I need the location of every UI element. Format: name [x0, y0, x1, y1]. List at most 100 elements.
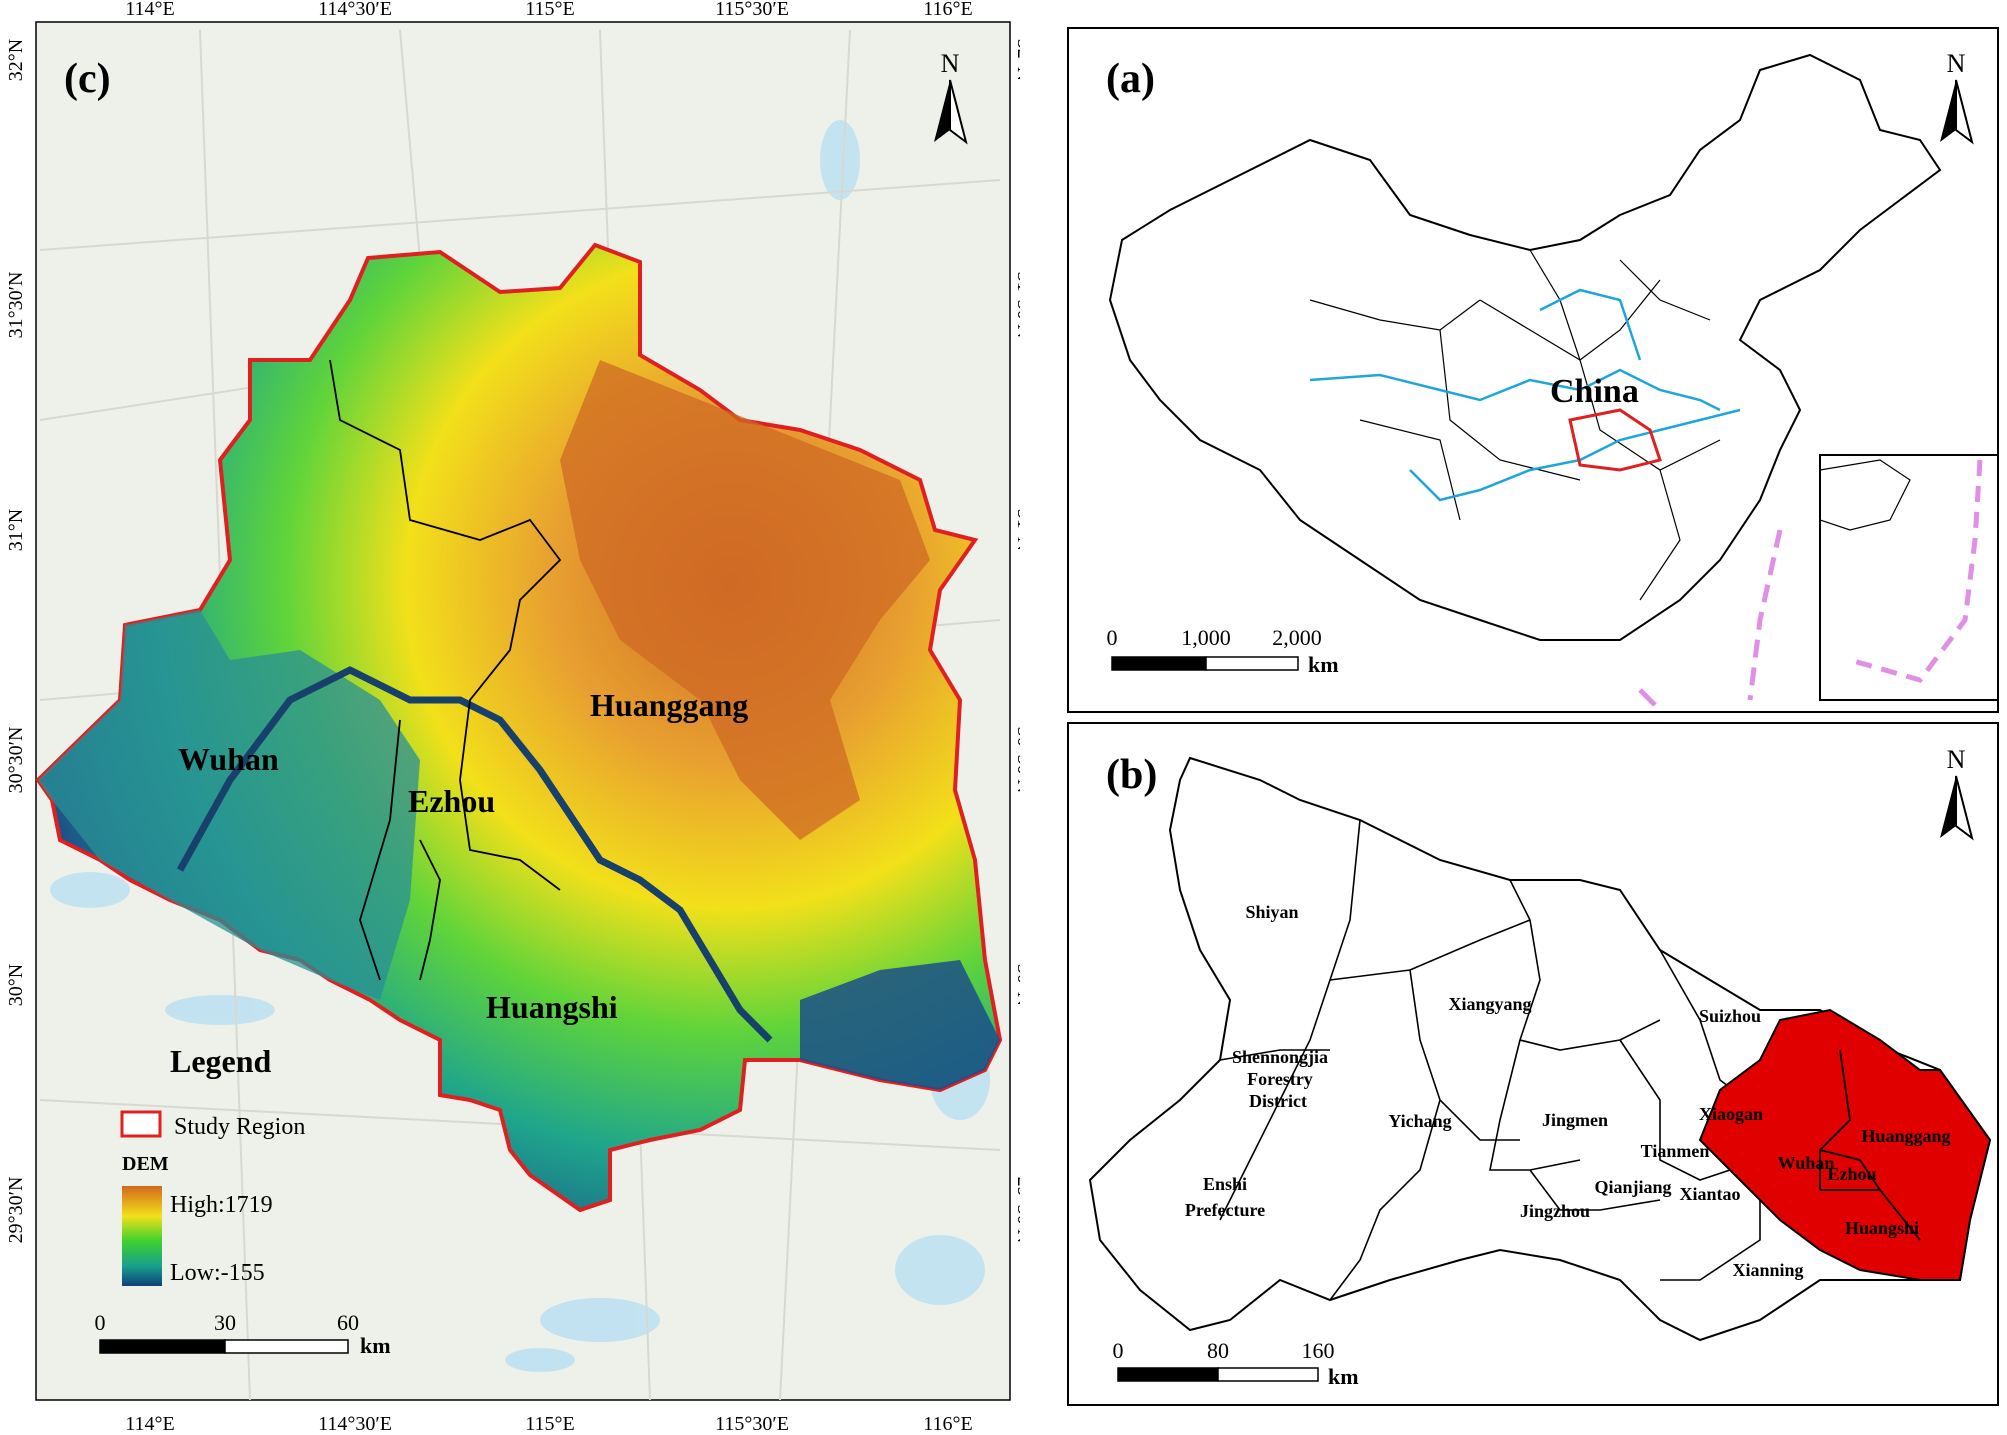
china-outline: [1108, 53, 1942, 641]
svg-text:114°E: 114°E: [125, 0, 174, 20]
svg-text:31°30′N: 31°30′N: [5, 272, 27, 339]
lat-ticks-right: 32°N 31°30′N 31°N 30°30′N 30°N 29°30′N: [1013, 39, 1020, 1244]
svg-text:32°N: 32°N: [1013, 39, 1020, 81]
svg-text:km: km: [1308, 652, 1339, 677]
svg-text:29°30′N: 29°30′N: [5, 1177, 27, 1244]
label-china: China: [1550, 373, 1639, 410]
china-province-lines: [1309, 249, 1721, 601]
legend-study-region-swatch: [120, 1110, 162, 1138]
label-wuhan: Wuhan: [178, 741, 279, 777]
svg-text:114°E: 114°E: [125, 1413, 174, 1435]
svg-text:160: 160: [1302, 1338, 1335, 1363]
svg-text:30°N: 30°N: [5, 964, 27, 1006]
svg-text:114°30′E: 114°30′E: [318, 0, 392, 20]
svg-text:2,000: 2,000: [1272, 625, 1322, 650]
legend-title: Legend: [170, 1043, 272, 1079]
scale-bar-c: 0 30 60 km: [95, 1310, 391, 1358]
svg-text:N: N: [1947, 745, 1966, 774]
legend-dem-title: DEM: [122, 1153, 169, 1175]
label-ezhou: Ezhou: [408, 783, 495, 819]
label-qianjiang: Qianjiang: [1594, 1177, 1671, 1197]
panel-c-dem-map: N (c) 114°E 114°30′E 115°E 115°30′E 116°…: [5, 0, 1020, 1435]
svg-text:116°E: 116°E: [923, 1413, 972, 1435]
svg-text:115°30′E: 115°30′E: [715, 1413, 789, 1435]
scale-bar-a: 0 1,000 2,000 km: [1107, 625, 1339, 677]
svg-text:30°30′N: 30°30′N: [5, 727, 27, 794]
svg-text:30: 30: [214, 1310, 236, 1335]
svg-text:31°N: 31°N: [1013, 509, 1020, 551]
label-huanggang: Huanggang: [590, 687, 748, 723]
china-study-region: [1568, 408, 1662, 472]
label-forestry: Forestry: [1247, 1069, 1313, 1089]
label-xiantao: Xiantao: [1679, 1184, 1740, 1204]
legend-study-region-label: Study Region: [174, 1114, 305, 1140]
svg-text:0: 0: [95, 1310, 106, 1335]
north-arrow-a: N: [1940, 49, 1974, 145]
svg-text:km: km: [360, 1333, 391, 1358]
svg-text:km: km: [1328, 1364, 1359, 1389]
svg-text:115°E: 115°E: [525, 1413, 574, 1435]
legend-c: Legend Study Region DEM High:1719 Low:-1…: [120, 1043, 305, 1286]
svg-text:115°30′E: 115°30′E: [715, 0, 789, 20]
label-huanggang-b: Huanggang: [1861, 1126, 1950, 1146]
svg-text:0: 0: [1113, 1338, 1124, 1363]
label-huangshi: Huangshi: [486, 989, 618, 1025]
hubei-study-region: [1698, 1008, 1992, 1281]
label-xiaogan: Xiaogan: [1699, 1104, 1763, 1124]
label-shiyan: Shiyan: [1245, 902, 1298, 922]
nine-dash-line-bottom: [1638, 688, 1657, 707]
svg-text:60: 60: [337, 1310, 359, 1335]
svg-text:N: N: [941, 49, 960, 78]
svg-text:30°30′N: 30°30′N: [1013, 727, 1020, 794]
region-labels: Shiyan Xiangyang Suizhou Shennongjia For…: [1185, 902, 1951, 1280]
panel-a-china-map: (a) China N 0 1,000 2,000 km: [1067, 27, 1999, 713]
panel-label-c: (c): [64, 56, 111, 102]
label-suizhou: Suizhou: [1699, 1006, 1761, 1026]
legend-dem-low: Low:-155: [170, 1260, 265, 1286]
lat-ticks-left: 32°N 31°30′N 31°N 30°30′N 30°N 29°30′N: [5, 39, 27, 1244]
lon-ticks-bottom: 114°E 114°30′E 115°E 115°30′E 116°E: [125, 1413, 972, 1435]
north-arrow-c: N: [934, 49, 968, 145]
city-labels-c: Huanggang Wuhan Ezhou Huangshi: [178, 687, 748, 1025]
label-shennongjia: Shennongjia: [1232, 1047, 1328, 1067]
nine-dash-line: [1747, 529, 1783, 701]
label-xianning: Xianning: [1732, 1260, 1803, 1280]
dem-lowland-wuhan: [38, 610, 420, 1000]
label-xiangyang: Xiangyang: [1448, 994, 1531, 1014]
scale-bar-b: 0 80 160 km: [1113, 1338, 1359, 1389]
dem-highland-northeast: [560, 360, 930, 840]
panel-label-a: (a): [1106, 56, 1155, 102]
yangtze-river: [176, 666, 773, 1043]
label-district: District: [1249, 1091, 1307, 1111]
svg-text:0: 0: [1107, 625, 1118, 650]
label-yichang: Yichang: [1388, 1111, 1451, 1131]
city-boundaries: [329, 359, 562, 981]
inset-dash: [1849, 459, 1983, 683]
svg-text:114°30′E: 114°30′E: [318, 1413, 392, 1435]
north-arrow-b: N: [1940, 745, 1974, 841]
inset-coast: [1819, 459, 1911, 531]
svg-text:30°N: 30°N: [1013, 964, 1020, 1006]
svg-text:116°E: 116°E: [923, 0, 972, 20]
svg-text:29°30′N: 29°30′N: [1013, 1177, 1020, 1244]
svg-text:32°N: 32°N: [5, 39, 27, 81]
svg-text:1,000: 1,000: [1181, 625, 1231, 650]
svg-text:115°E: 115°E: [525, 0, 574, 20]
study-region-internal-lines: [1819, 1049, 1921, 1241]
label-enshi: Enshi: [1203, 1174, 1247, 1194]
label-tianmen: Tianmen: [1641, 1141, 1710, 1161]
svg-text:N: N: [1947, 49, 1966, 78]
legend-dem-ramp: [122, 1186, 162, 1286]
dem-lowland-east: [800, 960, 1000, 1090]
panel-b-hubei-map: (b) Shiyan Xiangyang Suizhou Shennongjia…: [1067, 722, 1999, 1406]
label-huangshi-b: Huangshi: [1845, 1218, 1919, 1238]
prefecture-boundaries: [1219, 819, 1761, 1301]
svg-text:80: 80: [1207, 1338, 1229, 1363]
svg-text:31°N: 31°N: [5, 509, 27, 551]
label-jingmen: Jingmen: [1542, 1110, 1608, 1130]
label-prefecture: Prefecture: [1185, 1200, 1265, 1220]
panel-label-b: (b): [1106, 752, 1157, 798]
legend-dem-high: High:1719: [170, 1192, 273, 1218]
label-ezhou-b: Ezhou: [1827, 1164, 1876, 1184]
svg-text:31°30′N: 31°30′N: [1013, 272, 1020, 339]
